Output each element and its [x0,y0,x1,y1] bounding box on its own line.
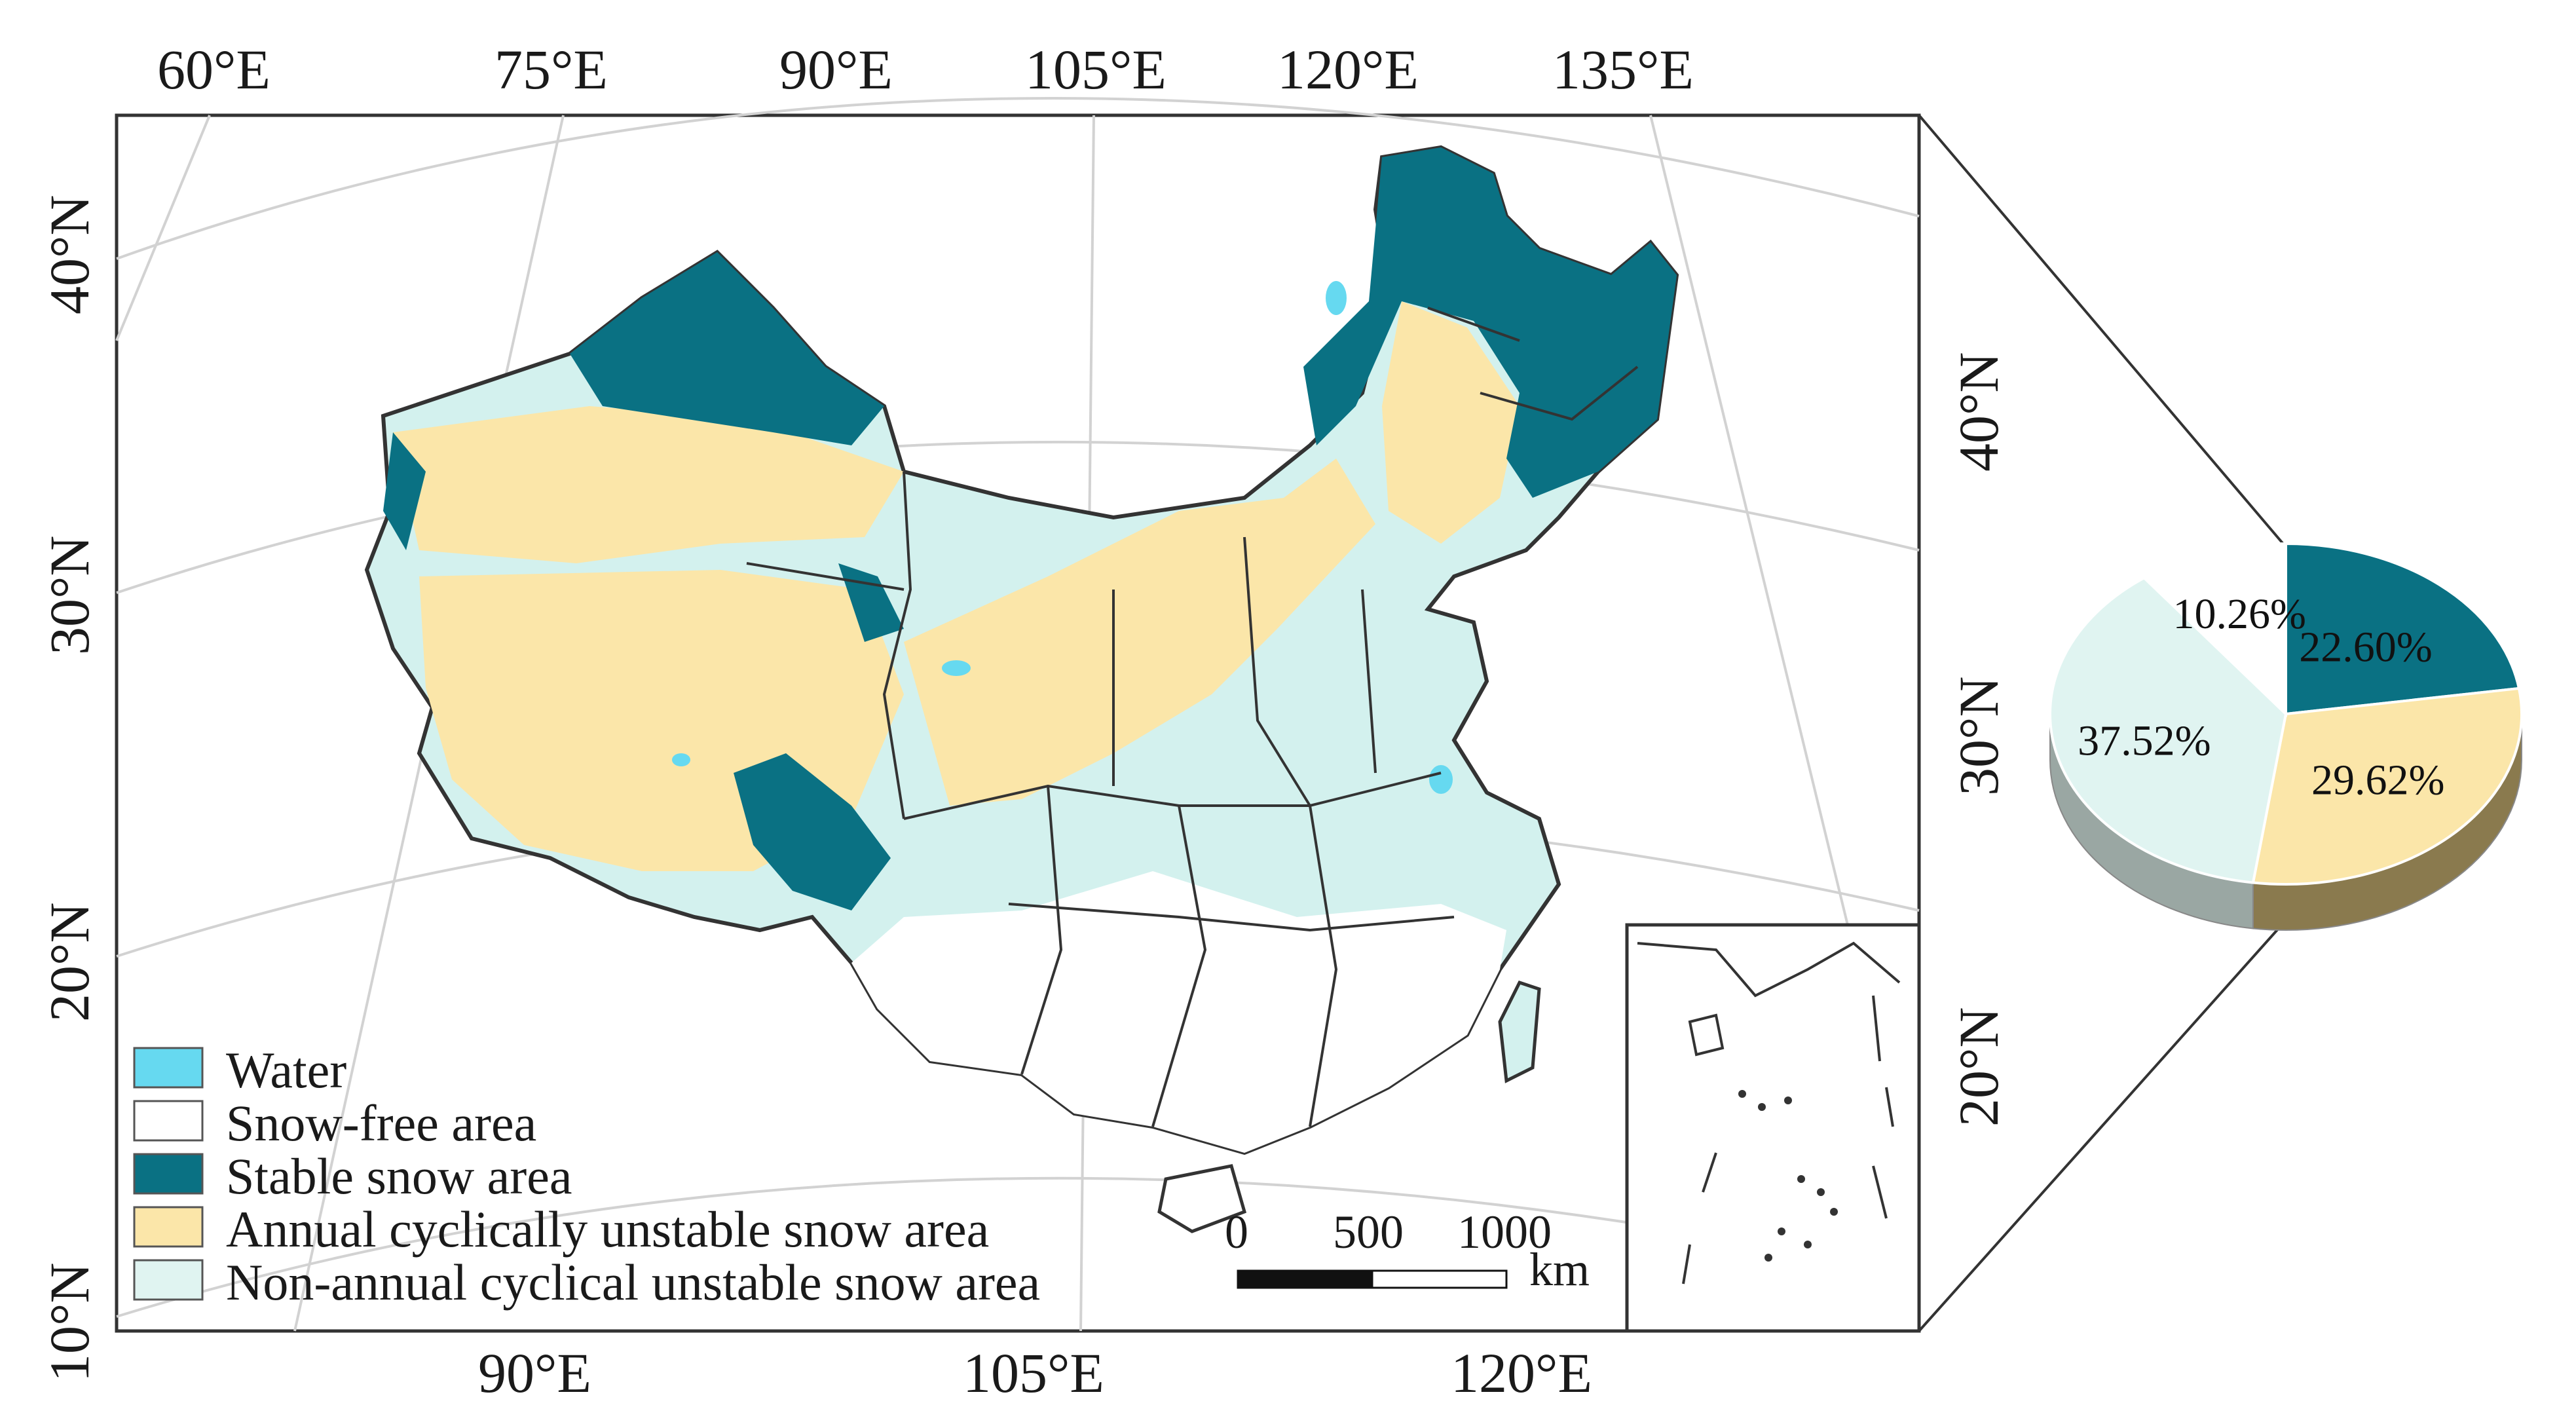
top-longitude-labels: 60°E 75°E 90°E 105°E 120°E 135°E [157,38,1694,101]
lon-label-105e-bottom: 105°E [963,1341,1104,1404]
water-bodies [672,281,1453,794]
parallel-10n [116,1176,1920,1318]
legend-swatch-annual [133,1206,204,1248]
pie-slice-0 [2285,542,2521,716]
hainan-island [1157,1164,1247,1233]
parallel-40n [116,97,1920,260]
legend-label-non-annual: Non-annual cyclical unstable snow area [226,1254,1040,1311]
pie-label-1: 29.62% [2311,757,2444,804]
lat-label-10n-left: 10°N [38,1263,101,1383]
legend-item-snow-free: Snow-free area [133,1095,536,1152]
meridian-75e [115,115,211,341]
lon-label-75e: 75°E [495,38,608,101]
bottom-longitude-labels: 90°E 105°E 120°E [478,1341,1592,1404]
pie-leader-lines [1918,114,2287,1332]
pie-chart: 22.60% 29.62% 37.52% 10.26% [2049,542,2523,931]
lon-label-120e: 120°E [1277,38,1419,101]
legend-label-stable: Stable snow area [226,1148,572,1205]
south-china-sea-inset [1625,923,1921,1333]
legend-swatch-snow-free [133,1100,204,1142]
pie-label-3: 10.26% [2173,590,2306,638]
province-borders [746,307,1639,1127]
legend-item-stable: Stable snow area [133,1148,572,1205]
lon-label-105e: 105°E [1025,38,1167,101]
scale-bar-white-segment [1371,1269,1508,1289]
lat-label-40n-left: 40°N [38,195,101,315]
annual-unstable-regions [393,301,1520,871]
lon-label-90e-bottom: 90°E [478,1341,591,1404]
lon-label-135e: 135°E [1552,38,1694,101]
legend-swatch-stable [133,1153,204,1195]
scale-bar-black-segment [1237,1269,1373,1289]
scale-tick-0: 0 [1225,1206,1248,1258]
legend-label-snow-free: Snow-free area [226,1095,536,1152]
inset-frame [1625,923,1921,1333]
lon-label-90e: 90°E [779,38,893,101]
pie-slice-2 [2049,576,2288,884]
parallel-30n [116,440,1920,594]
lat-label-40n-right: 40°N [1947,352,2010,472]
pie-slice-3 [2142,542,2287,717]
lat-label-20n-left: 20°N [38,903,101,1022]
lat-label-20n-right: 20°N [1947,1007,2010,1127]
snow-free-south [851,871,1506,1153]
lat-label-30n-right: 30°N [1947,677,2010,796]
pie-label-0: 22.60% [2299,623,2432,671]
scale-bar: 0 500 1000 km [1225,1206,1590,1296]
legend-item-water: Water [133,1041,346,1098]
legend-label-water: Water [226,1041,346,1098]
legend-swatch-water [133,1047,204,1089]
legend-swatch-non-annual [133,1259,204,1301]
legend-item-annual: Annual cyclically unstable snow area [133,1201,989,1258]
scale-unit: km [1529,1243,1590,1296]
main-map [115,97,1921,1333]
scale-tick-500: 500 [1333,1206,1404,1258]
lat-label-30n-left: 30°N [38,536,101,656]
left-latitude-labels: 40°N 30°N 20°N 10°N [38,195,101,1383]
lon-label-60e: 60°E [157,38,271,101]
legend: Water Snow-free area Stable snow area An… [133,1041,1040,1311]
scale-tick-1000: 1000 [1457,1206,1552,1258]
right-latitude-labels: 40°N 30°N 20°N [1947,352,2010,1127]
pie-slice-1 [2251,686,2523,886]
legend-label-annual: Annual cyclically unstable snow area [226,1201,989,1258]
taiwan-island [1498,980,1541,1083]
pie-label-2: 37.52% [2078,717,2211,764]
lon-label-120e-bottom: 120°E [1451,1341,1592,1404]
legend-item-non-annual: Non-annual cyclical unstable snow area [133,1254,1040,1311]
